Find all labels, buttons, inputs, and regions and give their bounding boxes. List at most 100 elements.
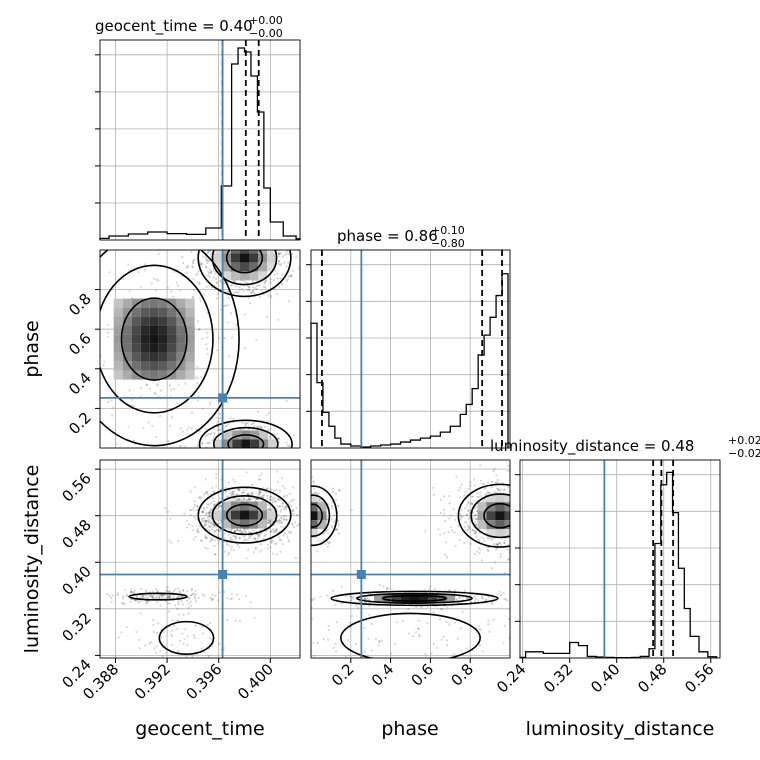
- sample-point: [198, 283, 201, 286]
- density-cell: [504, 493, 510, 503]
- sample-point: [467, 528, 470, 532]
- sample-point: [210, 235, 212, 237]
- sample-point: [503, 597, 506, 601]
- sample-point: [514, 540, 516, 542]
- sample-point: [184, 445, 187, 448]
- density-cell: [158, 361, 168, 371]
- sample-point: [287, 540, 291, 543]
- sample-point: [331, 526, 334, 529]
- sample-point: [230, 528, 233, 531]
- sample-point: [278, 489, 282, 492]
- sample-point: [385, 587, 388, 590]
- sample-point: [186, 644, 189, 647]
- sample-point: [228, 452, 230, 454]
- sample-point: [95, 316, 97, 318]
- sample-point: [473, 665, 475, 667]
- sample-point: [153, 277, 156, 280]
- sample-point: [269, 529, 272, 533]
- sample-point: [206, 311, 209, 314]
- sample-point: [229, 494, 232, 497]
- sample-point: [167, 596, 170, 599]
- sample-point: [516, 544, 518, 546]
- sample-point: [511, 504, 513, 506]
- sample-point: [107, 400, 110, 404]
- sample-point: [308, 509, 310, 511]
- sample-point: [256, 230, 258, 232]
- sample-point: [248, 289, 251, 292]
- density-cell: [240, 250, 249, 254]
- sample-point: [242, 497, 245, 500]
- sample-point: [270, 541, 273, 545]
- contour-line: [227, 434, 265, 448]
- sample-point: [305, 505, 307, 507]
- sample-point: [275, 529, 278, 533]
- sample-point: [256, 456, 258, 458]
- sample-point: [206, 623, 209, 626]
- sample-point: [511, 543, 513, 545]
- sample-point: [243, 230, 245, 232]
- sample-point: [208, 250, 211, 253]
- sample-point: [146, 602, 149, 605]
- sample-point: [155, 645, 158, 648]
- density-cell: [486, 511, 496, 521]
- sample-point: [261, 237, 263, 239]
- sample-point: [499, 553, 503, 556]
- sample-point: [296, 513, 299, 517]
- sample-point: [275, 489, 278, 492]
- sample-point: [259, 245, 261, 247]
- sample-point: [259, 452, 261, 454]
- sample-point: [304, 518, 306, 520]
- sample-point: [248, 216, 250, 218]
- sample-point: [513, 507, 515, 509]
- sample-point: [263, 226, 265, 228]
- sample-point: [165, 589, 168, 592]
- sample-point: [138, 638, 141, 642]
- sample-point: [264, 235, 266, 237]
- sample-point: [225, 454, 227, 456]
- sample-point: [533, 513, 535, 515]
- sample-point: [261, 455, 263, 457]
- sample-point: [284, 532, 287, 535]
- sample-point: [241, 216, 243, 218]
- sample-point: [473, 478, 476, 481]
- sample-point: [206, 471, 208, 473]
- sample-point: [261, 449, 263, 451]
- sample-point: [313, 654, 316, 658]
- sample-point: [106, 335, 109, 338]
- sample-point: [453, 621, 456, 624]
- sample-point: [227, 471, 229, 473]
- sample-point: [240, 531, 243, 534]
- sample-point: [241, 491, 244, 494]
- sample-point: [275, 542, 278, 545]
- sample-point: [213, 247, 215, 249]
- sample-point: [458, 596, 461, 599]
- sample-point: [273, 690, 275, 692]
- sample-point: [327, 624, 330, 628]
- sample-point: [223, 453, 225, 455]
- sample-point: [220, 247, 222, 249]
- sample-point: [223, 236, 225, 238]
- density-cell: [241, 449, 250, 458]
- sample-point: [479, 644, 482, 647]
- sample-point: [133, 592, 136, 595]
- sample-point: [203, 523, 206, 527]
- sample-point: [145, 595, 148, 598]
- sample-point: [336, 504, 340, 507]
- sample-point: [259, 449, 261, 451]
- density-cell: [250, 439, 260, 448]
- sample-point: [230, 592, 233, 595]
- sample-point: [209, 502, 213, 505]
- sample-point: [242, 244, 244, 246]
- sample-point: [196, 399, 199, 402]
- sample-point: [278, 285, 281, 288]
- sample-point: [528, 505, 530, 507]
- sample-point: [517, 518, 519, 520]
- sample-point: [311, 476, 314, 479]
- sample-point: [241, 491, 244, 495]
- sample-point: [171, 619, 174, 622]
- sample-point: [229, 416, 232, 419]
- sample-point: [183, 638, 186, 641]
- sample-point: [197, 528, 200, 531]
- sample-point: [167, 596, 170, 599]
- sample-point: [308, 508, 310, 510]
